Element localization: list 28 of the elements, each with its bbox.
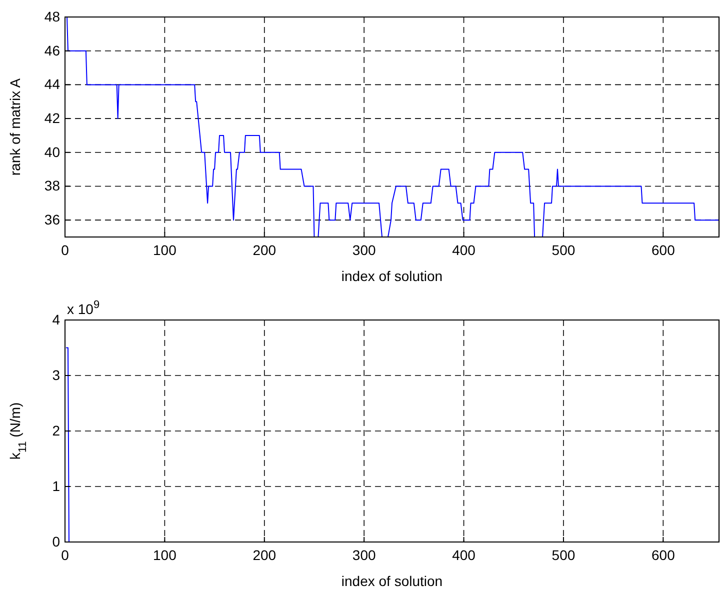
x-tick-label: 600 [651,546,676,563]
y-tick-label: 3 [52,366,60,383]
x-tick-label: 400 [452,546,476,563]
text: x 10$^{9}$ [67,299,100,317]
x-tick-label: 400 [452,242,476,258]
x-tick-label: 500 [552,242,576,258]
x-tick-label: 200 [252,242,276,258]
x-tick-label: 300 [352,242,376,258]
x-axis-title: index of solution [341,268,443,284]
y-tick-label: 2 [52,422,60,438]
y-tick-label: 42 [44,110,60,126]
x-axis-title: index of solution [341,573,443,589]
y-tick-label: 0 [52,533,60,550]
x-tick-label: 200 [252,546,276,563]
y-tick-label: 4 [52,311,60,328]
y-axis-title: rank of matrix A [7,78,23,176]
x-tick-label: 100 [153,546,177,563]
y-tick-label: 44 [44,76,60,92]
x-tick-label: 100 [153,242,177,258]
x-tick-label: 300 [352,546,376,563]
y-tick-label: 1 [52,478,60,494]
x-tick-label: 500 [552,546,576,563]
y-tick-label: 46 [44,42,60,58]
x-tick-label: 600 [651,242,676,258]
y-tick-label: 40 [44,144,60,160]
y-tick-label: 36 [44,212,60,228]
y-tick-label: 48 [44,8,60,24]
y-tick-label: 38 [44,178,60,194]
